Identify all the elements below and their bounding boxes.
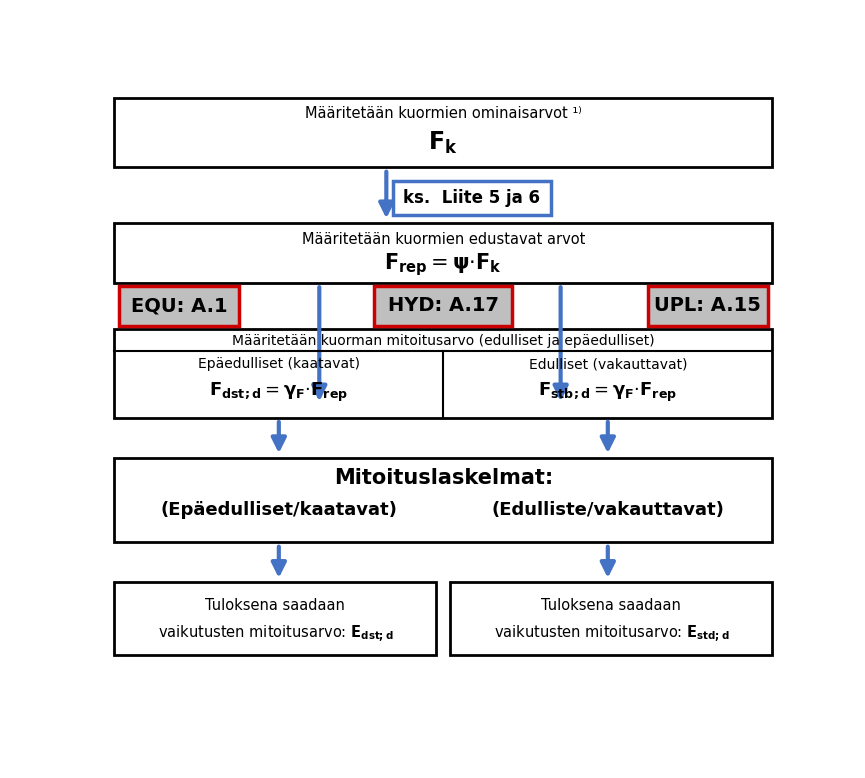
Text: Tuloksena saadaan: Tuloksena saadaan — [541, 598, 682, 613]
Text: Epäedulliset (kaatavat): Epäedulliset (kaatavat) — [198, 357, 360, 371]
Text: $\mathbf{F}_{\mathbf{rep}} = \mathbf{\psi}{\cdot}\mathbf{F}_{\mathbf{k}}$: $\mathbf{F}_{\mathbf{rep}} = \mathbf{\ps… — [384, 251, 503, 279]
FancyBboxPatch shape — [114, 329, 772, 418]
FancyBboxPatch shape — [114, 457, 772, 542]
FancyBboxPatch shape — [114, 582, 436, 655]
FancyBboxPatch shape — [375, 286, 512, 326]
Text: (Edulliste/vakauttavat): (Edulliste/vakauttavat) — [491, 501, 724, 519]
Text: HYD: A.17: HYD: A.17 — [388, 296, 499, 315]
FancyBboxPatch shape — [114, 98, 772, 167]
FancyBboxPatch shape — [114, 223, 772, 282]
Text: $\mathbf{F}_{\mathbf{dst;d}} = \mathbf{\gamma}_{\mathbf{F}}{\cdot}\mathbf{F}_{\m: $\mathbf{F}_{\mathbf{dst;d}} = \mathbf{\… — [209, 380, 349, 404]
FancyBboxPatch shape — [451, 582, 772, 655]
FancyBboxPatch shape — [119, 286, 239, 326]
Text: ks.  Liite 5 ja 6: ks. Liite 5 ja 6 — [403, 189, 541, 207]
Text: Määritetään kuorman mitoitusarvo (edulliset ja epäedulliset): Määritetään kuorman mitoitusarvo (edulli… — [232, 335, 655, 349]
Text: vaikutusten mitoitusarvo: $\mathbf{E}_{\mathbf{dst;d}}$: vaikutusten mitoitusarvo: $\mathbf{E}_{\… — [157, 624, 393, 645]
Text: Mitoituslaskelmat:: Mitoituslaskelmat: — [334, 468, 553, 488]
Text: UPL: A.15: UPL: A.15 — [654, 296, 761, 315]
Text: Määritetään kuormien ominaisarvot ¹⁾: Määritetään kuormien ominaisarvot ¹⁾ — [305, 106, 581, 121]
FancyBboxPatch shape — [393, 181, 551, 215]
FancyBboxPatch shape — [648, 286, 767, 326]
Text: vaikutusten mitoitusarvo: $\mathbf{E}_{\mathbf{std;d}}$: vaikutusten mitoitusarvo: $\mathbf{E}_{\… — [494, 624, 729, 645]
Text: $\mathbf{F}_{\mathbf{stb;d}} = \mathbf{\gamma}_{\mathbf{F}}{\cdot}\mathbf{F}_{\m: $\mathbf{F}_{\mathbf{stb;d}} = \mathbf{\… — [538, 380, 677, 404]
Text: Edulliset (vakauttavat): Edulliset (vakauttavat) — [529, 357, 687, 371]
Text: Tuloksena saadaan: Tuloksena saadaan — [205, 598, 345, 613]
Text: $\mathbf{F}_\mathbf{k}$: $\mathbf{F}_\mathbf{k}$ — [428, 130, 458, 156]
Text: EQU: A.1: EQU: A.1 — [131, 296, 227, 315]
Text: (Epäedulliset/kaatavat): (Epäedulliset/kaatavat) — [160, 501, 397, 519]
Text: Määritetään kuormien edustavat arvot: Määritetään kuormien edustavat arvot — [302, 232, 585, 247]
